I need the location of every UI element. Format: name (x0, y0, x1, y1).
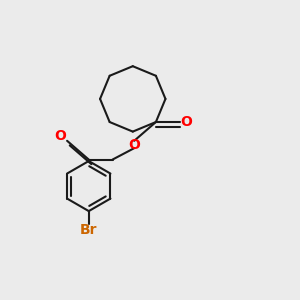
Text: O: O (128, 138, 140, 152)
Text: O: O (55, 129, 67, 143)
Text: Br: Br (80, 223, 98, 237)
Text: O: O (180, 115, 192, 129)
